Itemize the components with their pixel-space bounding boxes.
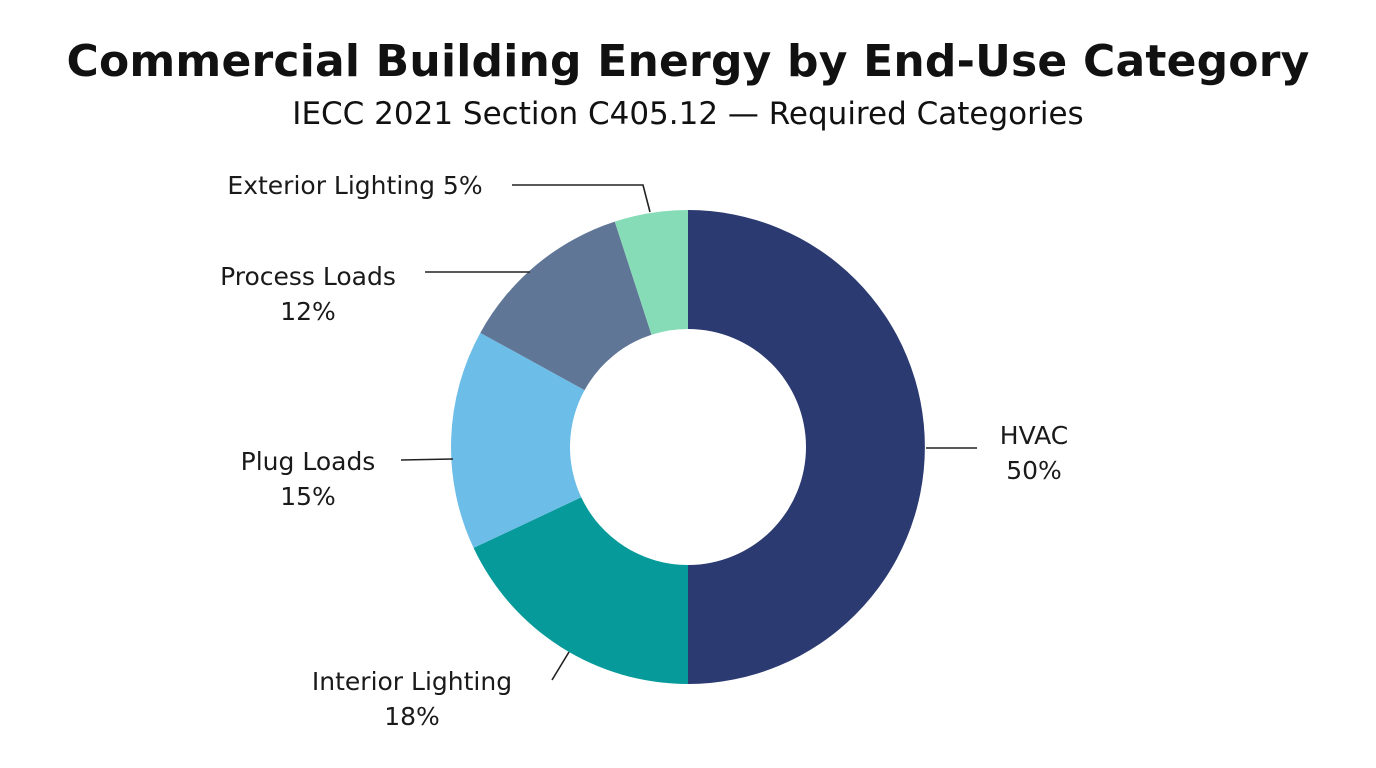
slice-exterior-lighting (614, 210, 688, 335)
slice-process-loads (480, 221, 652, 391)
slice-label-exterior-lighting: Exterior Lighting 5% (227, 171, 482, 200)
leader-line-plug-loads (400, 458, 454, 461)
slice-label-interior-lighting: Interior Lighting 18% (312, 667, 512, 731)
chart-subtitle: IECC 2021 Section C405.12 — Required Cat… (292, 96, 1084, 132)
slice-label-name: Exterior Lighting (227, 171, 435, 200)
leader-lines-group (400, 184, 977, 681)
slice-label-value: 12% (280, 297, 336, 326)
slice-label-name: Plug Loads (241, 447, 376, 476)
slices-group (451, 210, 925, 684)
slice-label-value: 18% (384, 702, 440, 731)
slice-label-name: Process Loads (220, 262, 396, 291)
slice-label-plug-loads: Plug Loads 15% (241, 447, 376, 511)
slice-interior-lighting (473, 497, 688, 684)
slice-label-hvac: HVAC 50% (1000, 421, 1068, 485)
chart-title: Commercial Building Energy by End-Use Ca… (66, 36, 1310, 87)
slice-plug-loads (451, 332, 585, 548)
slice-hvac (688, 210, 925, 684)
slice-label-value: 50% (1006, 456, 1062, 485)
leader-line-exterior-lighting (512, 184, 651, 213)
slice-labels-group: HVAC 50% Interior Lighting 18% Plug Loads 15%… (220, 171, 1068, 731)
slice-label-value: 5% (435, 171, 483, 200)
slice-label-process-loads: Process Loads 12% (220, 262, 396, 326)
slice-label-value: 15% (280, 482, 336, 511)
slice-label-name: HVAC (1000, 421, 1068, 450)
slice-label-name: Interior Lighting (312, 667, 512, 696)
leader-line-interior-lighting (551, 651, 570, 681)
